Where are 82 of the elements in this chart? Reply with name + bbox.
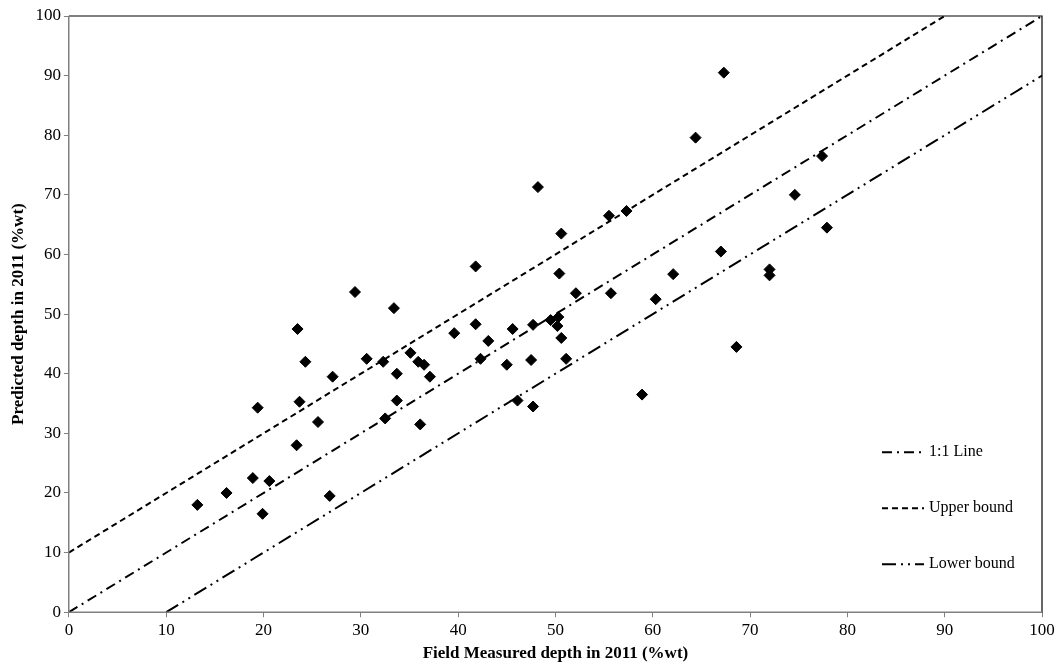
y-tick-label: 90: [43, 65, 61, 85]
point: [730, 340, 743, 353]
legend-label: 1:1 Line: [929, 442, 983, 460]
point: [689, 131, 702, 144]
point: [256, 507, 269, 520]
y-tick-label: 50: [43, 303, 61, 323]
point: [390, 394, 403, 407]
point: [551, 320, 564, 333]
y-tick-label: 60: [43, 243, 61, 263]
point: [418, 358, 431, 371]
point: [560, 352, 573, 365]
y-axis-title: Predicted depth in 2011 (%wt): [7, 203, 27, 425]
y-tick-label: 10: [43, 542, 61, 562]
x-tick-label: 40: [449, 619, 467, 639]
point: [323, 489, 336, 502]
point: [263, 475, 276, 488]
y-tick-label: 0: [52, 601, 61, 621]
x-tick-label: 60: [644, 619, 662, 639]
x-tick-label: 20: [255, 619, 273, 639]
point: [360, 352, 373, 365]
y-tick-label: 40: [43, 363, 61, 383]
point: [714, 245, 727, 258]
point: [469, 318, 482, 331]
point: [414, 418, 427, 431]
point: [191, 498, 204, 511]
point: [511, 394, 524, 407]
point: [527, 400, 540, 413]
point: [788, 188, 801, 201]
point: [293, 395, 306, 408]
point: [246, 472, 259, 485]
x-tick-label: 50: [546, 619, 564, 639]
y-tick-label: 20: [43, 482, 61, 502]
point: [604, 287, 617, 300]
point: [531, 181, 544, 194]
point: [423, 370, 436, 383]
point: [251, 401, 264, 414]
point: [290, 439, 303, 452]
point: [569, 287, 582, 300]
point: [816, 150, 829, 163]
y-tick-label: 80: [43, 124, 61, 144]
point: [667, 268, 680, 281]
point: [555, 227, 568, 240]
x-axis-title: Field Measured depth in 2011 (%wt): [422, 643, 689, 663]
point: [474, 352, 487, 365]
legend-label: Upper bound: [929, 498, 1013, 517]
point: [636, 388, 649, 401]
point: [649, 293, 662, 306]
point: [387, 302, 400, 315]
point: [820, 221, 833, 234]
point: [326, 370, 339, 383]
legend-label: Lower bound: [929, 554, 1015, 572]
x-tick-label: 70: [741, 619, 759, 639]
x-tick-label: 90: [936, 619, 954, 639]
point: [620, 204, 633, 217]
point: [448, 327, 461, 340]
point: [506, 323, 519, 336]
point: [404, 346, 417, 359]
x-tick-label: 80: [838, 619, 856, 639]
point: [291, 323, 304, 336]
x-tick-label: 100: [1029, 619, 1055, 639]
point: [482, 334, 495, 347]
x-tick-label: 10: [157, 619, 175, 639]
point: [390, 367, 403, 380]
point: [555, 331, 568, 344]
point: [553, 267, 566, 280]
x-tick-label: 30: [352, 619, 370, 639]
x-tick-label: 0: [64, 619, 74, 639]
point: [377, 355, 390, 368]
y-tick-label: 30: [43, 422, 61, 442]
point: [602, 209, 615, 222]
point: [525, 354, 538, 367]
point: [312, 416, 325, 429]
point: [348, 286, 361, 299]
point: [299, 355, 312, 368]
y-tick-label: 100: [35, 5, 61, 25]
point: [717, 66, 730, 79]
point: [379, 412, 392, 425]
point: [220, 486, 233, 499]
point: [469, 260, 482, 273]
y-tick-label: 70: [43, 184, 61, 204]
point: [500, 358, 513, 371]
point: [527, 318, 540, 331]
